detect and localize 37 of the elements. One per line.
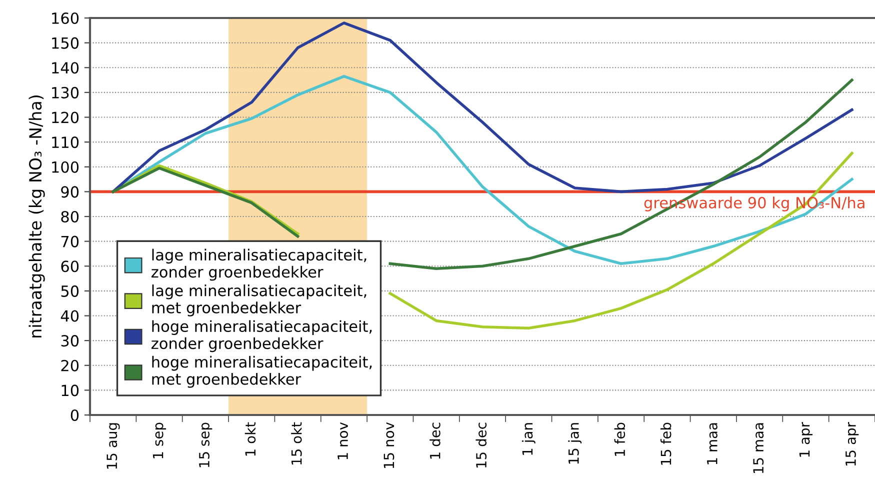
- x-tick-label: 15 apr: [846, 422, 859, 466]
- y-tick-label: 0: [70, 409, 79, 422]
- y-tick-label: 130: [52, 86, 79, 98]
- y-tick-label: 150: [52, 37, 79, 49]
- y-tick-label: 10: [62, 384, 79, 396]
- y-tick-label: 90: [61, 186, 79, 198]
- y-tick-label: 140: [52, 62, 79, 74]
- y-tick-label: 60: [61, 260, 79, 272]
- x-tick-label: 15 aug: [106, 423, 120, 469]
- y-tick-label: 110: [52, 136, 79, 148]
- x-tick-label: 15 jan: [568, 423, 582, 464]
- x-tick-label: 1 feb: [614, 422, 626, 456]
- x-tick-label: 15 sep: [199, 422, 212, 468]
- x-tick-label: 1 maa: [707, 423, 718, 464]
- x-tick-label: 1 apr: [799, 422, 812, 457]
- x-tick-label: 15 nov: [384, 422, 394, 468]
- y-tick-label: 100: [52, 161, 79, 173]
- legend-label: hoge mineralisatiecapaciteit, met groenbedekker: [152, 356, 372, 388]
- y-tick-label: 120: [52, 112, 79, 124]
- y-tick-label: 160: [52, 12, 79, 24]
- y-tick-label: 70: [61, 236, 79, 248]
- x-tick-label: 1 okt: [244, 422, 256, 456]
- x-tick-label: 1 dec: [430, 422, 440, 459]
- y-tick-label: 30: [61, 335, 79, 347]
- x-tick-label: 15 maa: [753, 423, 764, 474]
- y-tick-label: 50: [61, 285, 79, 297]
- y-tick-label: 40: [60, 310, 79, 322]
- y-tick-label: 20: [61, 360, 79, 372]
- x-tick-label: 1 jan: [522, 423, 536, 455]
- y-axis-title: nitraatgehalte (kg NO₃ -N/ha): [28, 96, 45, 338]
- line-series: [112, 22, 854, 194]
- x-tick-label: 1 sep: [152, 422, 166, 458]
- x-tick-label: 15 okt: [291, 422, 302, 464]
- x-tick-label: 15 dec: [476, 422, 487, 468]
- y-tick-label: 80: [61, 210, 79, 223]
- x-tick-label: 1 nov: [338, 422, 348, 460]
- x-tick-label: 15 feb: [660, 422, 672, 465]
